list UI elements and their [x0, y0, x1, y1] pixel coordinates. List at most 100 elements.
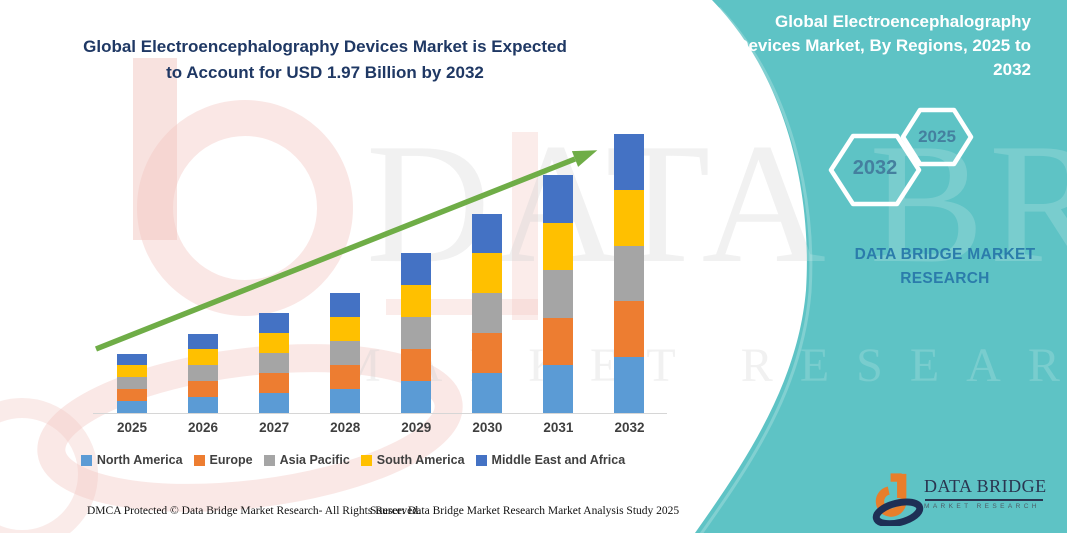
legend-item-europe: Europe — [193, 453, 253, 467]
trend-arrow-head — [571, 150, 598, 167]
bar-segment-2026-middle-east-and-africa — [188, 333, 219, 350]
bar-segment-2032-europe — [614, 301, 645, 358]
legend-label-asia-pacific: Asia Pacific — [279, 453, 350, 467]
hexagon-shapes — [828, 107, 974, 207]
watermark-text-databridge: DATA BRIDGE — [366, 109, 1067, 299]
bar-segment-2028-asia-pacific — [330, 340, 361, 365]
legend-label-north-america: North America — [96, 453, 183, 467]
legend-label-south-america: South America — [376, 453, 465, 467]
bar-segment-2032-south-america — [614, 189, 645, 246]
bar-segment-2030-north-america — [472, 373, 503, 413]
bar-segment-2030-south-america — [472, 253, 503, 294]
databridge-logo-icon — [872, 473, 924, 528]
bar-2030 — [472, 213, 503, 413]
x-label-2028: 2028 — [330, 420, 361, 435]
bar-segment-2026-asia-pacific — [188, 365, 219, 382]
bar-segment-2030-europe — [472, 333, 503, 374]
bar-segment-2031-europe — [543, 317, 574, 366]
bar-segment-2029-north-america — [401, 381, 432, 413]
legend-item-north-america: North America — [80, 453, 183, 467]
bar-segment-2029-middle-east-and-africa — [401, 253, 432, 285]
legend-swatch-europe — [193, 454, 205, 466]
trend-arrow-line — [94, 156, 577, 352]
bar-2032 — [614, 134, 645, 413]
legend-swatch-asia-pacific — [263, 454, 275, 466]
bar-segment-2028-middle-east-and-africa — [330, 292, 361, 317]
brand-text: DATA BRIDGE MARKET RESEARCH — [854, 246, 1036, 288]
bar-segment-2032-north-america — [614, 357, 645, 413]
hexagon-2032 — [828, 133, 922, 207]
bar-segment-2029-europe — [401, 349, 432, 381]
teal-panel-shape — [695, 0, 1067, 533]
bar-segment-2028-north-america — [330, 388, 361, 413]
watermark-strip-horizontal — [386, 299, 538, 315]
bar-2026 — [188, 333, 219, 413]
hexagon-2025-label: 2025 — [918, 127, 956, 146]
legend-item-south-america: South America — [360, 453, 465, 467]
databridge-logo: DATA BRIDGE MARKET RESEARCH — [872, 470, 1057, 528]
bar-segment-2029-south-america — [401, 285, 432, 317]
bar-2029 — [401, 253, 432, 413]
logo-swoosh — [872, 498, 924, 528]
legend-item-asia-pacific: Asia Pacific — [263, 453, 350, 467]
legend-swatch-north-america — [80, 454, 92, 466]
logo-subtitle: MARKET RESEARCH — [924, 502, 1040, 510]
bar-2031 — [543, 175, 574, 413]
bar-2027 — [259, 312, 290, 413]
x-axis-labels: 2025 2026 2027 2028 2029 2030 2031 2032 — [0, 420, 1067, 438]
bar-segment-2025-middle-east-and-africa — [117, 353, 147, 366]
bar-segment-2028-europe — [330, 364, 361, 389]
bar-2025 — [117, 353, 147, 413]
dmca-notice: DMCA Protected © Data Bridge Market Rese… — [87, 505, 421, 517]
bar-segment-2032-middle-east-and-africa — [614, 134, 645, 190]
bar-segment-2025-south-america — [117, 365, 147, 378]
watermark-b-stem — [133, 58, 177, 240]
watermark-text-marketresearch: MARKET RESEARCH — [338, 339, 1067, 392]
hexagon-2032-label: 2032 — [852, 157, 898, 179]
bar-segment-2027-asia-pacific — [259, 352, 290, 373]
side-panel-title: Global Electroencephalography Devices Ma… — [736, 12, 1031, 80]
bar-segment-2026-north-america — [188, 397, 219, 413]
bar-segment-2025-north-america — [117, 401, 147, 413]
logo-name: DATA BRIDGE — [924, 476, 1047, 496]
bar-segment-2026-europe — [188, 381, 219, 398]
source-note: Source: Data Bridge Market Research Mark… — [370, 505, 680, 517]
logo-b-bowl — [875, 486, 907, 517]
bar-segment-2026-south-america — [188, 349, 219, 366]
watermark-strip-vertical — [512, 132, 538, 320]
x-label-2027: 2027 — [259, 420, 290, 435]
watermark-text-marketresearch-overlay: MARKET RESEARCH — [338, 339, 1067, 392]
bar-segment-2030-asia-pacific — [472, 293, 503, 334]
x-label-2029: 2029 — [401, 420, 432, 435]
bar-segment-2029-asia-pacific — [401, 317, 432, 349]
x-axis-line — [93, 413, 667, 414]
legend-swatch-middle-east-and-africa — [475, 454, 487, 466]
watermark-swoosh — [37, 344, 463, 512]
bar-segment-2027-north-america — [259, 392, 290, 413]
bar-segment-2030-middle-east-and-africa — [472, 213, 503, 254]
legend-item-middle-east-and-africa: Middle East and Africa — [475, 453, 626, 467]
stacked-bar-plot — [93, 120, 667, 413]
watermark-text-databridge-overlay: DATA BRIDGE — [366, 109, 1067, 299]
hexagon-badges: 2032 2025 — [800, 95, 990, 225]
legend-label-middle-east-and-africa: Middle East and Africa — [491, 453, 626, 467]
bar-2028 — [330, 292, 361, 413]
watermark-corner-arc — [0, 398, 98, 533]
bar-segment-2027-europe — [259, 372, 290, 393]
bar-segment-2031-asia-pacific — [543, 270, 574, 318]
bar-segment-2027-middle-east-and-africa — [259, 312, 290, 333]
bar-segment-2031-south-america — [543, 222, 574, 271]
bar-segment-2025-europe — [117, 389, 147, 402]
x-label-2032: 2032 — [614, 420, 645, 435]
x-label-2025: 2025 — [116, 420, 148, 435]
bar-segment-2025-asia-pacific — [117, 377, 147, 390]
legend-label-europe: Europe — [209, 453, 253, 467]
bar-segment-2028-south-america — [330, 316, 361, 341]
chart-legend: North America Europe Asia Pacific South Ame… — [80, 453, 625, 467]
x-label-2031: 2031 — [543, 420, 574, 435]
x-label-2030: 2030 — [472, 420, 503, 435]
